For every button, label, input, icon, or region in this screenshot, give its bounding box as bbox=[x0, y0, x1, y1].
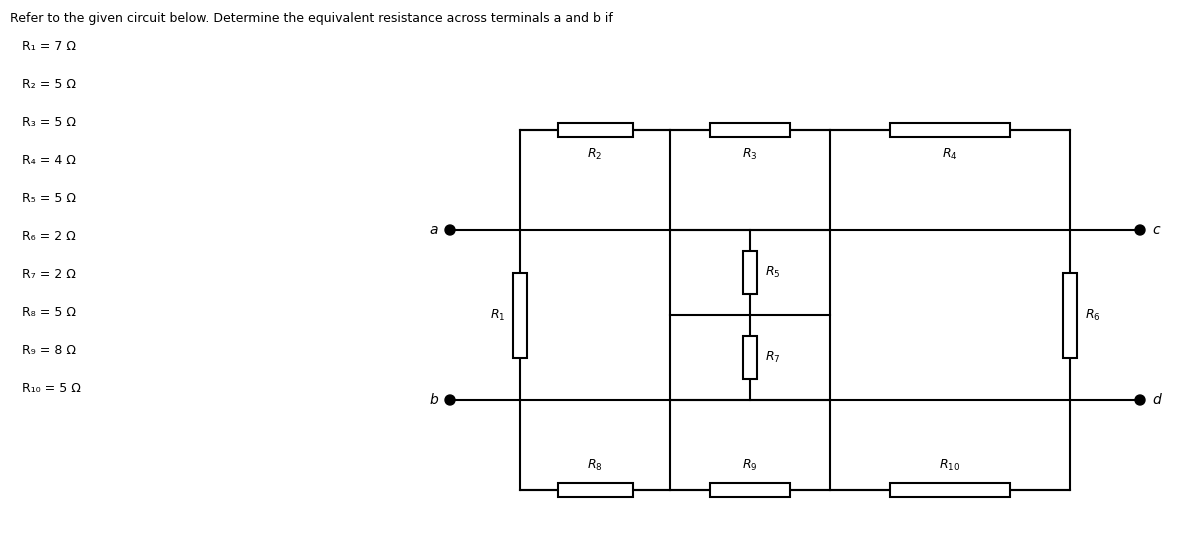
Text: R₃ = 5 Ω: R₃ = 5 Ω bbox=[22, 116, 76, 129]
Text: R₆ = 2 Ω: R₆ = 2 Ω bbox=[22, 230, 76, 243]
Bar bbox=[890, 123, 1010, 137]
Text: $R_4$: $R_4$ bbox=[942, 147, 958, 162]
Text: $R_1$: $R_1$ bbox=[490, 307, 505, 322]
Text: $R_6$: $R_6$ bbox=[1085, 307, 1100, 322]
Circle shape bbox=[445, 225, 455, 235]
Text: R₂ = 5 Ω: R₂ = 5 Ω bbox=[22, 78, 76, 91]
Text: a: a bbox=[430, 223, 438, 237]
Text: d: d bbox=[1152, 393, 1160, 407]
Text: R₄ = 4 Ω: R₄ = 4 Ω bbox=[22, 154, 76, 167]
Text: R₅ = 5 Ω: R₅ = 5 Ω bbox=[22, 192, 76, 205]
Text: c: c bbox=[1152, 223, 1159, 237]
Bar bbox=[710, 483, 790, 497]
Text: $R_2$: $R_2$ bbox=[587, 147, 602, 162]
Text: R₉ = 8 Ω: R₉ = 8 Ω bbox=[22, 344, 76, 357]
Text: $R_8$: $R_8$ bbox=[587, 458, 602, 473]
Bar bbox=[743, 251, 757, 294]
Text: $R_5$: $R_5$ bbox=[766, 265, 780, 280]
Text: $R_7$: $R_7$ bbox=[766, 350, 780, 365]
Text: Refer to the given circuit below. Determine the equivalent resistance across ter: Refer to the given circuit below. Determ… bbox=[10, 12, 613, 25]
Text: $R_9$: $R_9$ bbox=[743, 458, 757, 473]
Bar bbox=[1063, 273, 1078, 357]
Text: R₇ = 2 Ω: R₇ = 2 Ω bbox=[22, 268, 76, 281]
Bar bbox=[514, 273, 527, 357]
Bar bbox=[743, 336, 757, 379]
Text: $R_{10}$: $R_{10}$ bbox=[940, 458, 961, 473]
Text: R₁ = 7 Ω: R₁ = 7 Ω bbox=[22, 40, 76, 53]
Text: b: b bbox=[430, 393, 438, 407]
Text: R₁₀ = 5 Ω: R₁₀ = 5 Ω bbox=[22, 382, 80, 395]
Bar bbox=[710, 123, 790, 137]
Circle shape bbox=[1135, 395, 1145, 405]
Circle shape bbox=[1135, 225, 1145, 235]
Bar bbox=[558, 123, 632, 137]
Bar bbox=[890, 483, 1010, 497]
Bar bbox=[558, 483, 632, 497]
Text: $R_3$: $R_3$ bbox=[743, 147, 757, 162]
Text: R₈ = 5 Ω: R₈ = 5 Ω bbox=[22, 306, 76, 319]
Circle shape bbox=[445, 395, 455, 405]
